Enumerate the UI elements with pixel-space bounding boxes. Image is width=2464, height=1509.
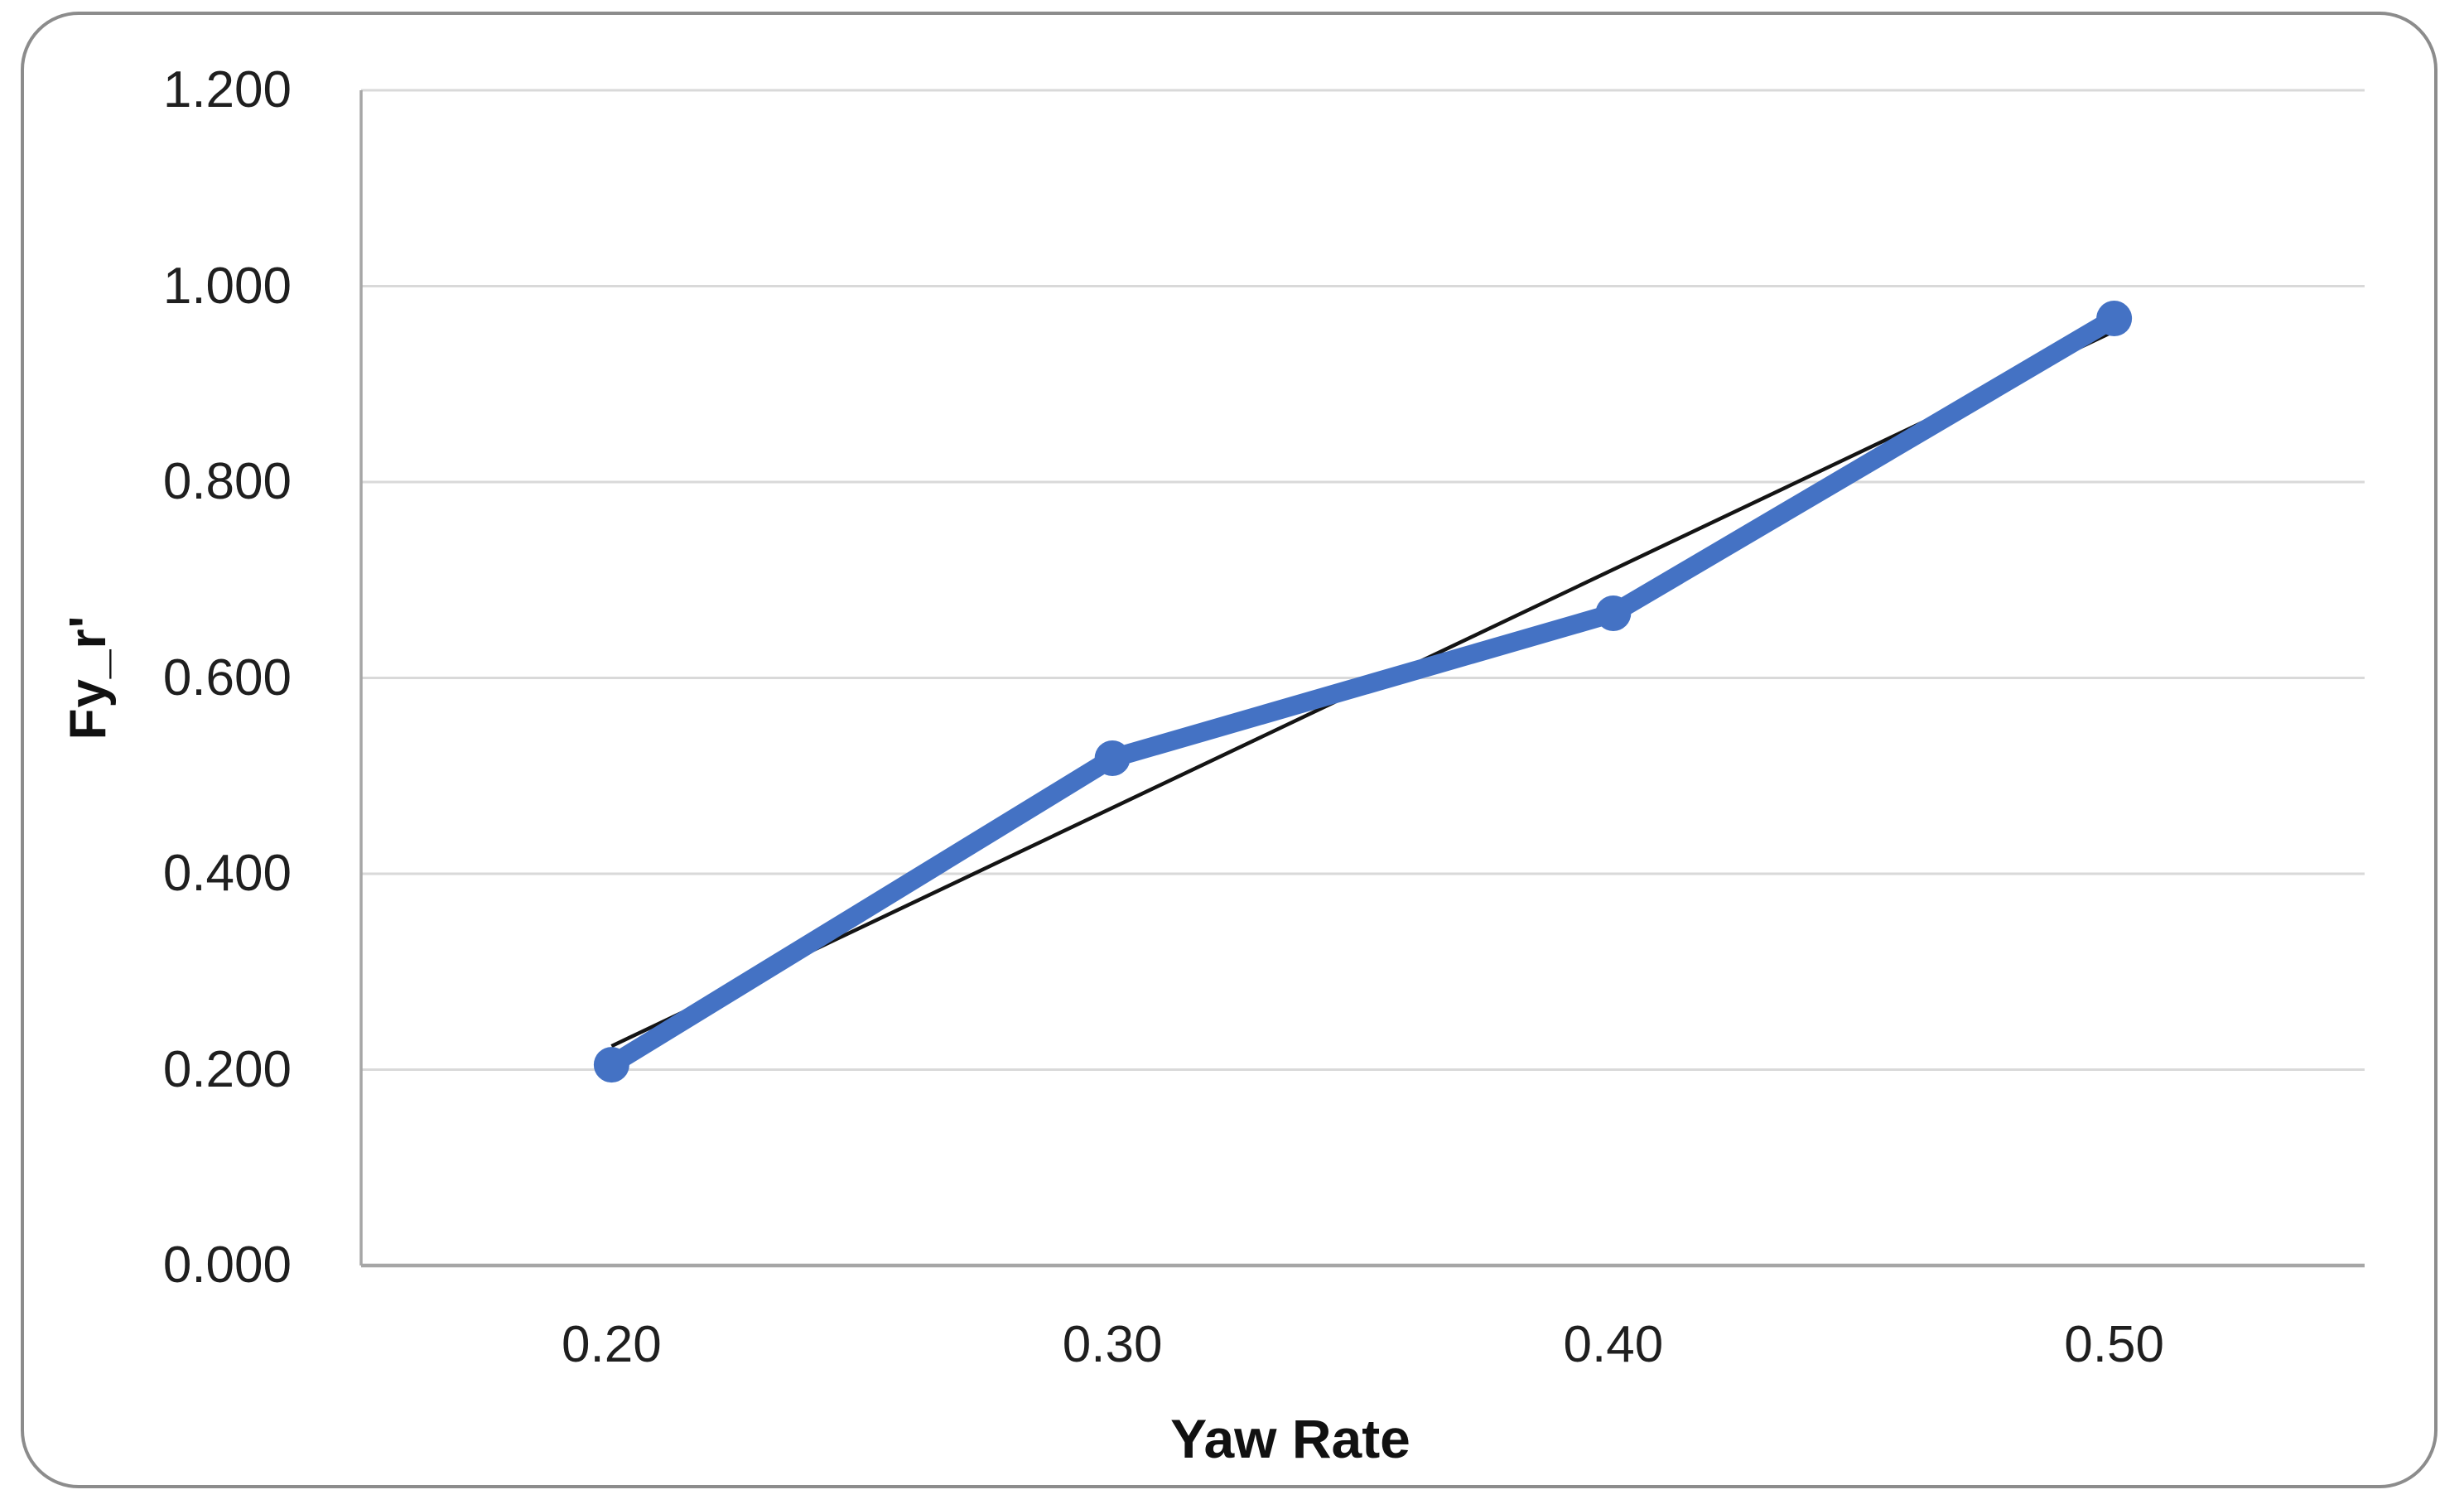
y-tick-label: 0.800 [162, 453, 292, 510]
axis-lines [359, 90, 2365, 1268]
x-tick-label: 0.50 [2064, 1316, 2164, 1373]
y-tick-label: 0.600 [162, 648, 292, 706]
data-point-markers [593, 301, 2133, 1083]
data-point-marker [2096, 301, 2133, 337]
chart-outer-border [21, 12, 2437, 1488]
y-tick-label: 1.200 [162, 61, 292, 118]
data-point-marker [1595, 595, 1632, 631]
y-axis-title: Fy_r' [59, 615, 117, 740]
x-tick-label: 0.40 [1563, 1316, 1664, 1373]
x-tick-label: 0.30 [1062, 1316, 1163, 1373]
data-series-line [601, 309, 2124, 1075]
x-tick-label: 0.20 [562, 1316, 662, 1373]
series-line [601, 309, 2124, 1075]
data-point-marker [1094, 740, 1131, 776]
y-tick-label: 1.000 [162, 257, 292, 315]
y-tick-label: 0.200 [162, 1040, 292, 1098]
x-axis-title: Yaw Rate [1170, 1408, 1410, 1469]
data-point-marker [593, 1047, 629, 1083]
y-tick-label: 0.000 [162, 1237, 292, 1294]
y-tick-label: 0.400 [162, 845, 292, 902]
